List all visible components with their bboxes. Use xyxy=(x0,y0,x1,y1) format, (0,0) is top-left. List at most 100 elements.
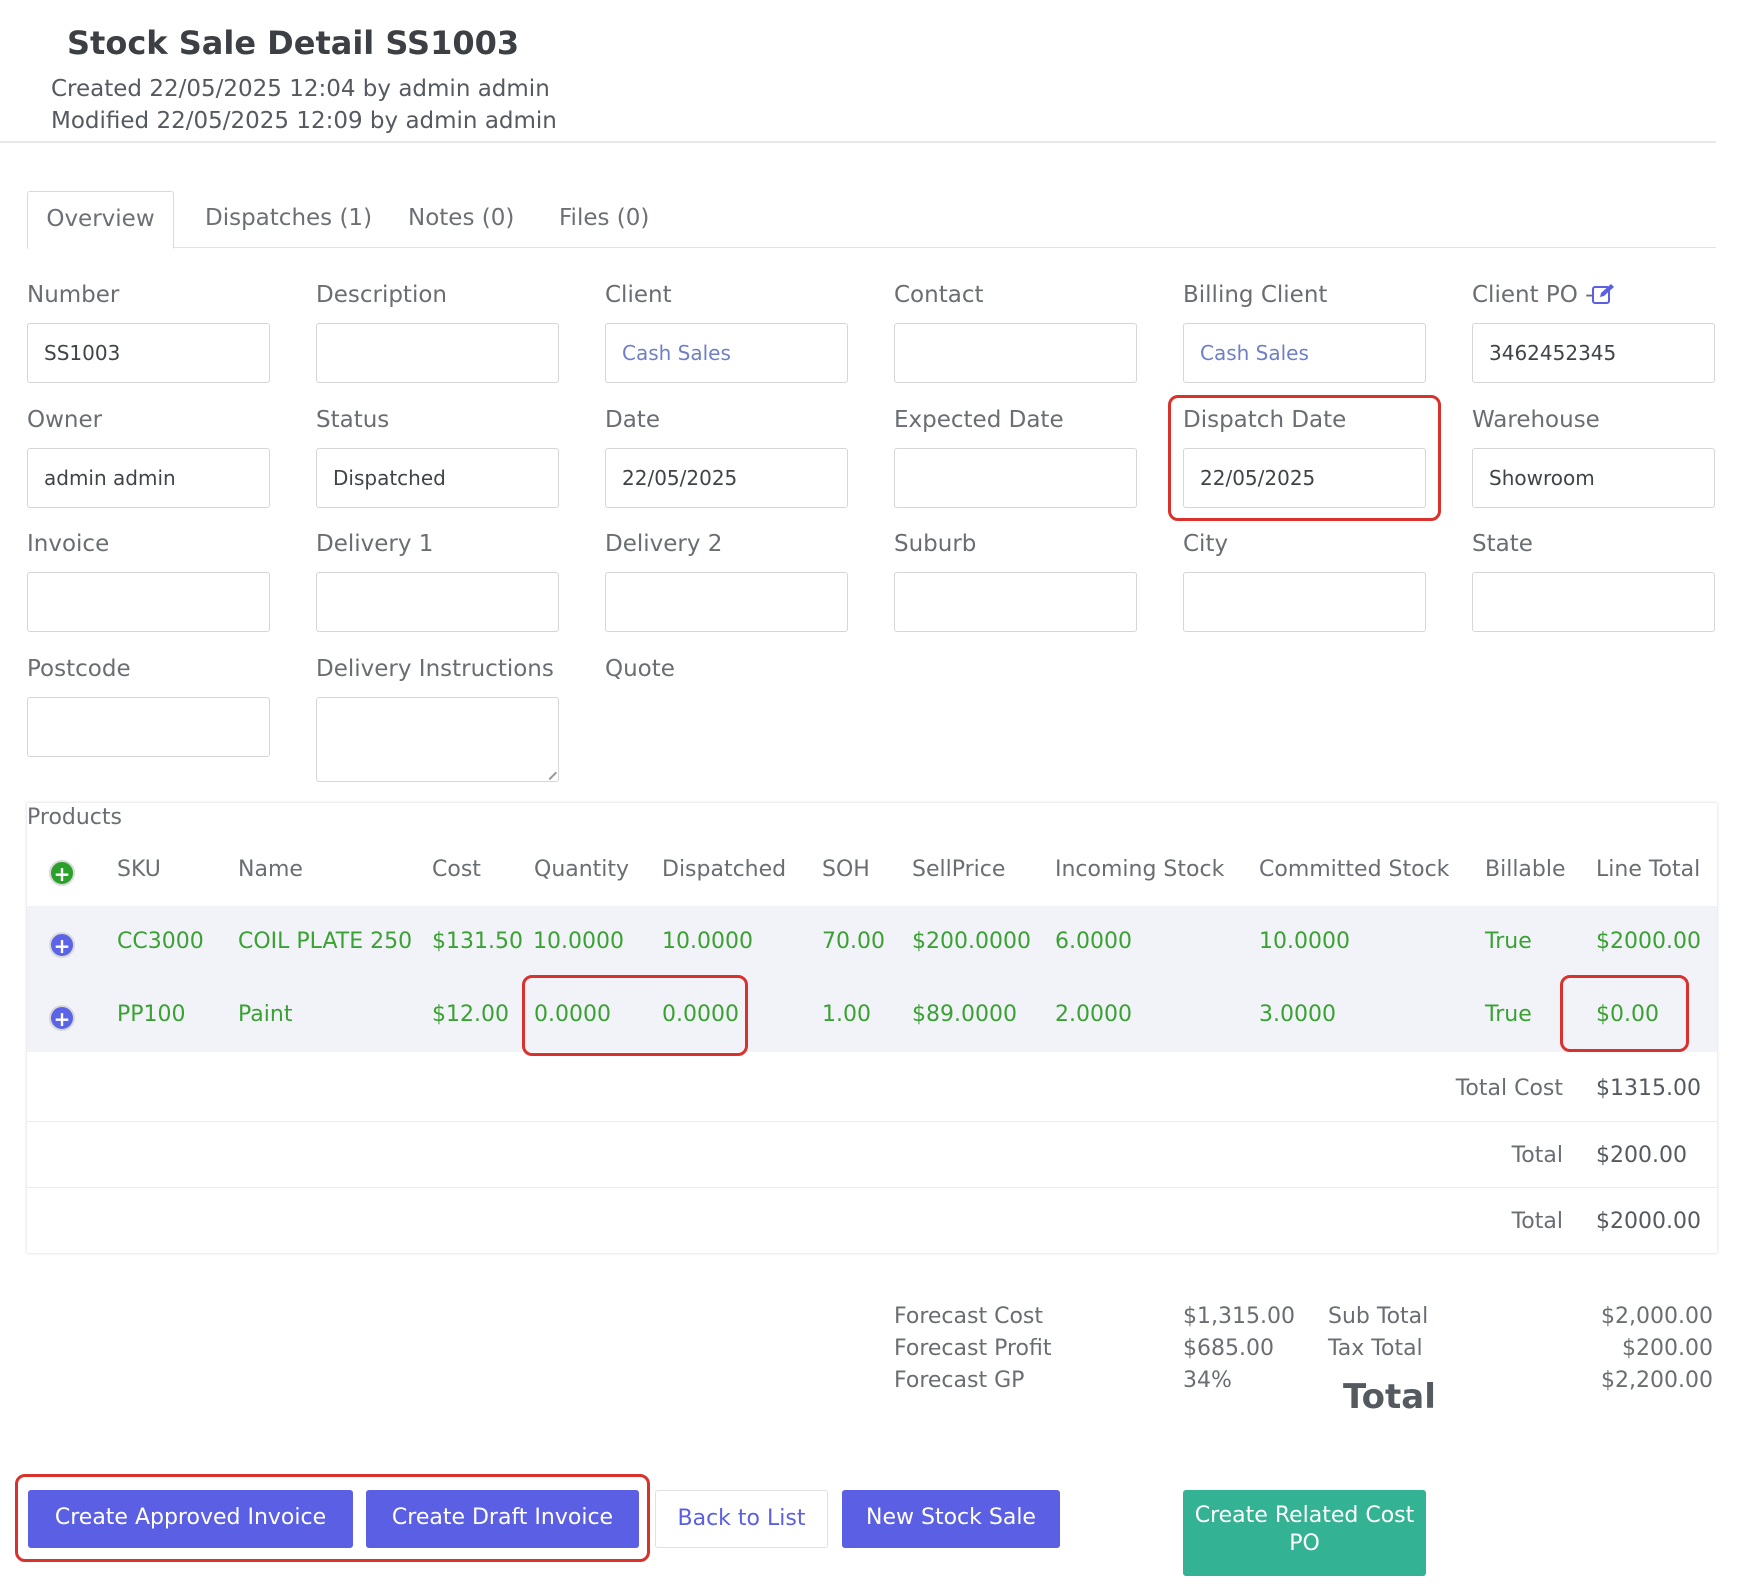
cell-committed-stock: 3.0000 xyxy=(1259,1002,1336,1027)
client-po-field[interactable]: 3462452345 xyxy=(1472,323,1715,383)
line-total-sum-label: Total xyxy=(1511,1209,1563,1234)
client-po-label: Client PO - xyxy=(1472,282,1594,308)
cell-name[interactable]: COIL PLATE 250 xyxy=(238,929,413,954)
warehouse-field[interactable]: Showroom xyxy=(1472,448,1715,508)
tax-total-value: $200.00 xyxy=(1596,1143,1687,1168)
invoice-buttons-highlight xyxy=(15,1474,650,1562)
cell-sellprice: $89.0000 xyxy=(912,1002,1017,1027)
created-info: Created 22/05/2025 12:04 by admin admin xyxy=(51,76,550,102)
dispatch-date-highlight xyxy=(1168,395,1441,521)
delivery-instructions-label: Delivery Instructions xyxy=(316,656,554,682)
delivery2-field[interactable] xyxy=(605,572,848,632)
owner-label: Owner xyxy=(27,407,103,433)
create-approved-invoice-button[interactable]: Create Approved Invoice xyxy=(28,1490,353,1548)
cell-dispatched: 0.0000 xyxy=(662,1002,739,1027)
description-label: Description xyxy=(316,282,447,308)
expand-row-button[interactable]: + xyxy=(49,932,75,958)
forecast-profit-label: Forecast Profit xyxy=(894,1336,1052,1361)
col-header-soh: SOH xyxy=(822,857,870,882)
state-label: State xyxy=(1472,531,1533,557)
owner-field[interactable]: admin admin xyxy=(27,448,270,508)
cell-sku[interactable]: CC3000 xyxy=(117,929,204,954)
postcode-field[interactable] xyxy=(27,697,270,757)
city-label: City xyxy=(1183,531,1229,557)
date-field[interactable]: 22/05/2025 xyxy=(605,448,848,508)
cell-cost: $131.50 xyxy=(432,929,523,954)
forecast-gp-value: 34% xyxy=(1183,1368,1232,1393)
plus-icon: + xyxy=(53,862,71,886)
tax-total-label: Total xyxy=(1511,1143,1563,1168)
cell-name[interactable]: Paint xyxy=(238,1002,293,1027)
create-related-cost-po-button[interactable]: Create Related Cost PO xyxy=(1183,1490,1426,1576)
contact-field[interactable] xyxy=(894,323,1137,383)
subtotal-label: Sub Total xyxy=(1328,1304,1429,1329)
description-field[interactable] xyxy=(316,323,559,383)
status-field[interactable]: Dispatched xyxy=(316,448,559,508)
products-title: Products xyxy=(27,805,122,830)
cell-incoming-stock: 6.0000 xyxy=(1055,929,1132,954)
quote-label: Quote xyxy=(605,656,675,682)
cell-quantity: 0.0000 xyxy=(534,1002,611,1027)
state-field[interactable] xyxy=(1472,572,1715,632)
number-label: Number xyxy=(27,282,120,308)
cell-quantity: 10.0000 xyxy=(533,929,624,954)
back-to-list-button[interactable]: Back to List xyxy=(655,1490,828,1548)
line-total-highlight xyxy=(1560,975,1689,1052)
resize-handle-icon[interactable] xyxy=(542,765,558,781)
forecast-profit-value: $685.00 xyxy=(1183,1336,1274,1361)
cell-billable: True xyxy=(1485,929,1532,954)
col-header-dispatched: Dispatched xyxy=(662,857,787,882)
suburb-label: Suburb xyxy=(894,531,977,557)
forecast-gp-label: Forecast GP xyxy=(894,1368,1025,1393)
grand-total-value: $2,200.00 xyxy=(1601,1368,1713,1393)
delivery1-label: Delivery 1 xyxy=(316,531,434,557)
tax-label: Tax Total xyxy=(1328,1336,1423,1361)
quantity-dispatched-highlight xyxy=(522,975,748,1056)
suburb-field[interactable] xyxy=(894,572,1137,632)
expand-row-button[interactable]: + xyxy=(49,1005,75,1031)
client-field[interactable]: Cash Sales xyxy=(605,323,848,383)
tab-dispatches[interactable]: Dispatches (1) xyxy=(205,205,373,231)
date-label: Date xyxy=(605,407,660,433)
new-stock-sale-button[interactable]: New Stock Sale xyxy=(842,1490,1060,1548)
dispatch-date-field[interactable]: 22/05/2025 xyxy=(1183,448,1426,508)
city-field[interactable] xyxy=(1183,572,1426,632)
total-cost-label: Total Cost xyxy=(1455,1076,1563,1101)
cell-line-total: $2000.00 xyxy=(1596,929,1701,954)
cell-committed-stock: 10.0000 xyxy=(1259,929,1350,954)
add-product-button[interactable]: + xyxy=(49,860,75,886)
forecast-cost-label: Forecast Cost xyxy=(894,1304,1043,1329)
cell-cost: $12.00 xyxy=(432,1002,509,1027)
cell-soh: 70.00 xyxy=(822,929,885,954)
col-header-sku: SKU xyxy=(117,857,161,882)
tab-notes[interactable]: Notes (0) xyxy=(408,205,515,231)
delivery-instructions-textarea[interactable] xyxy=(316,697,559,782)
col-header-name: Name xyxy=(238,857,303,882)
delivery1-field[interactable] xyxy=(316,572,559,632)
edit-icon[interactable] xyxy=(1592,283,1616,305)
number-field[interactable]: SS1003 xyxy=(27,323,270,383)
subtotal-value: $2,000.00 xyxy=(1601,1304,1713,1329)
cell-sku[interactable]: PP100 xyxy=(117,1002,186,1027)
table-row xyxy=(27,906,1717,979)
postcode-label: Postcode xyxy=(27,656,131,682)
expected-date-label: Expected Date xyxy=(894,407,1064,433)
expected-date-field[interactable] xyxy=(894,448,1137,508)
table-row xyxy=(27,979,1717,1052)
contact-label: Contact xyxy=(894,282,984,308)
tab-files[interactable]: Files (0) xyxy=(559,205,650,231)
cell-dispatched: 10.0000 xyxy=(662,929,753,954)
line-total-sum-value: $2000.00 xyxy=(1596,1209,1701,1234)
invoice-field[interactable] xyxy=(27,572,270,632)
tab-overview[interactable]: Overview xyxy=(27,191,174,249)
billing-client-field[interactable]: Cash Sales xyxy=(1183,323,1426,383)
create-draft-invoice-button[interactable]: Create Draft Invoice xyxy=(366,1490,639,1548)
cell-billable: True xyxy=(1485,1002,1532,1027)
col-header-committed-stock: Committed Stock xyxy=(1259,857,1450,882)
delivery2-label: Delivery 2 xyxy=(605,531,723,557)
dispatch-date-label: Dispatch Date xyxy=(1183,407,1347,433)
client-label: Client xyxy=(605,282,672,308)
col-header-billable: Billable xyxy=(1485,857,1566,882)
cell-line-total: $0.00 xyxy=(1596,1002,1659,1027)
cell-soh: 1.00 xyxy=(822,1002,871,1027)
